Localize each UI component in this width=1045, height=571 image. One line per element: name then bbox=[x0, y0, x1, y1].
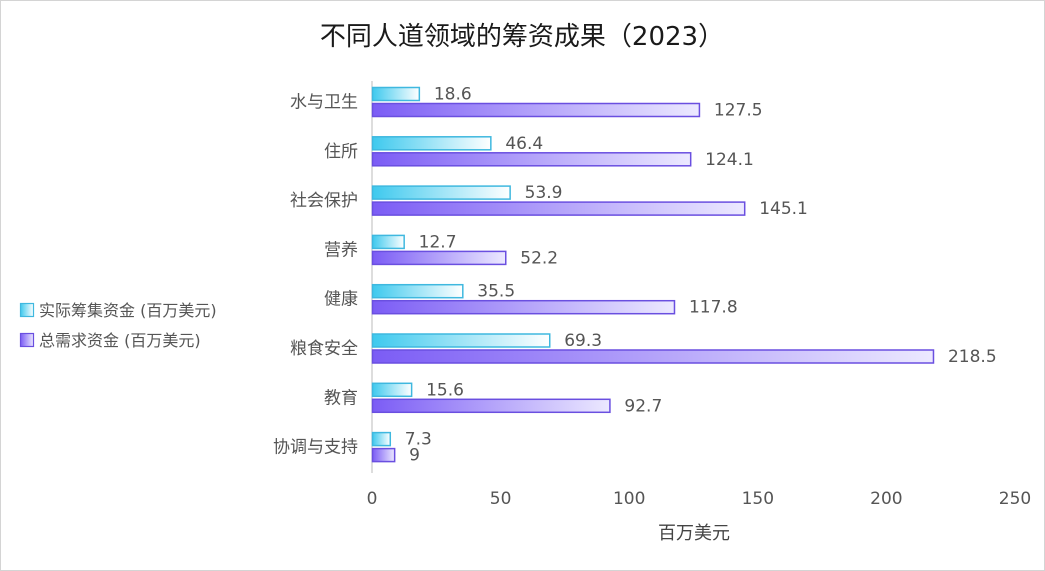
bar-required bbox=[371, 201, 746, 216]
data-label: 7.3 bbox=[405, 430, 432, 450]
legend: 实际筹集资金 (百万美元) 总需求资金 (百万美元) bbox=[19, 301, 217, 350]
bar-raised bbox=[371, 136, 492, 151]
data-label: 53.9 bbox=[525, 183, 563, 203]
data-label: 15.6 bbox=[426, 380, 464, 400]
category-label: 健康 bbox=[324, 290, 358, 310]
legend-swatch-required bbox=[19, 332, 35, 348]
bars bbox=[371, 86, 935, 463]
data-label: 35.5 bbox=[477, 282, 515, 302]
bar-required bbox=[371, 102, 701, 118]
category-label: 水与卫生 bbox=[290, 93, 358, 113]
data-label: 124.1 bbox=[705, 150, 754, 170]
data-labels: 18.6 127.5 46.4 124.1 53.9 145.1 12.7 52.235.5 1… bbox=[405, 85, 997, 466]
data-label: 218.5 bbox=[948, 347, 997, 367]
x-tick-label: 100 bbox=[613, 489, 645, 509]
data-label: 52.2 bbox=[520, 248, 558, 268]
data-label: 92.7 bbox=[624, 396, 662, 416]
chart-title: 不同人道领域的筹资成果（2023） bbox=[320, 22, 724, 52]
x-tick-label: 200 bbox=[870, 489, 902, 509]
category-label: 社会保护 bbox=[290, 191, 358, 211]
bar-raised bbox=[371, 283, 464, 299]
data-label: 12.7 bbox=[419, 232, 457, 252]
x-axis-title: 百万美元 bbox=[658, 523, 730, 544]
data-label: 18.6 bbox=[434, 85, 472, 105]
data-label: 69.3 bbox=[564, 331, 602, 351]
x-tick-label: 150 bbox=[742, 489, 774, 509]
bar-required bbox=[371, 152, 692, 167]
legend-swatch-raised bbox=[19, 302, 35, 318]
bar-raised bbox=[371, 86, 421, 102]
x-tick-label: 0 bbox=[367, 489, 378, 509]
bar-required bbox=[371, 398, 611, 414]
bar-raised bbox=[371, 431, 392, 447]
x-axis-ticks: 0 50 100 150 200 250 bbox=[367, 489, 1032, 509]
bar-required bbox=[371, 299, 676, 315]
data-label: 117.8 bbox=[689, 298, 738, 318]
legend-label-raised: 实际筹集资金 (百万美元) bbox=[39, 301, 217, 320]
category-label: 粮食安全 bbox=[290, 339, 358, 359]
data-label: 46.4 bbox=[505, 134, 543, 154]
bar-raised bbox=[371, 185, 511, 200]
x-tick-label: 250 bbox=[999, 489, 1031, 509]
bar-required bbox=[371, 349, 935, 364]
category-label: 营养 bbox=[324, 240, 358, 260]
data-label: 127.5 bbox=[714, 101, 763, 121]
category-label: 协调与支持 bbox=[273, 438, 358, 458]
x-tick-label: 50 bbox=[490, 489, 512, 509]
bar-required bbox=[371, 250, 507, 266]
data-label: 145.1 bbox=[759, 199, 808, 219]
data-label: 9 bbox=[409, 446, 420, 466]
category-label: 住所 bbox=[324, 142, 358, 162]
bar-raised bbox=[371, 333, 551, 348]
bar-raised bbox=[371, 234, 405, 250]
bar-raised bbox=[371, 382, 413, 398]
category-label: 教育 bbox=[324, 388, 358, 408]
bar-required bbox=[371, 447, 396, 463]
legend-label-required: 总需求资金 (百万美元) bbox=[39, 331, 201, 350]
